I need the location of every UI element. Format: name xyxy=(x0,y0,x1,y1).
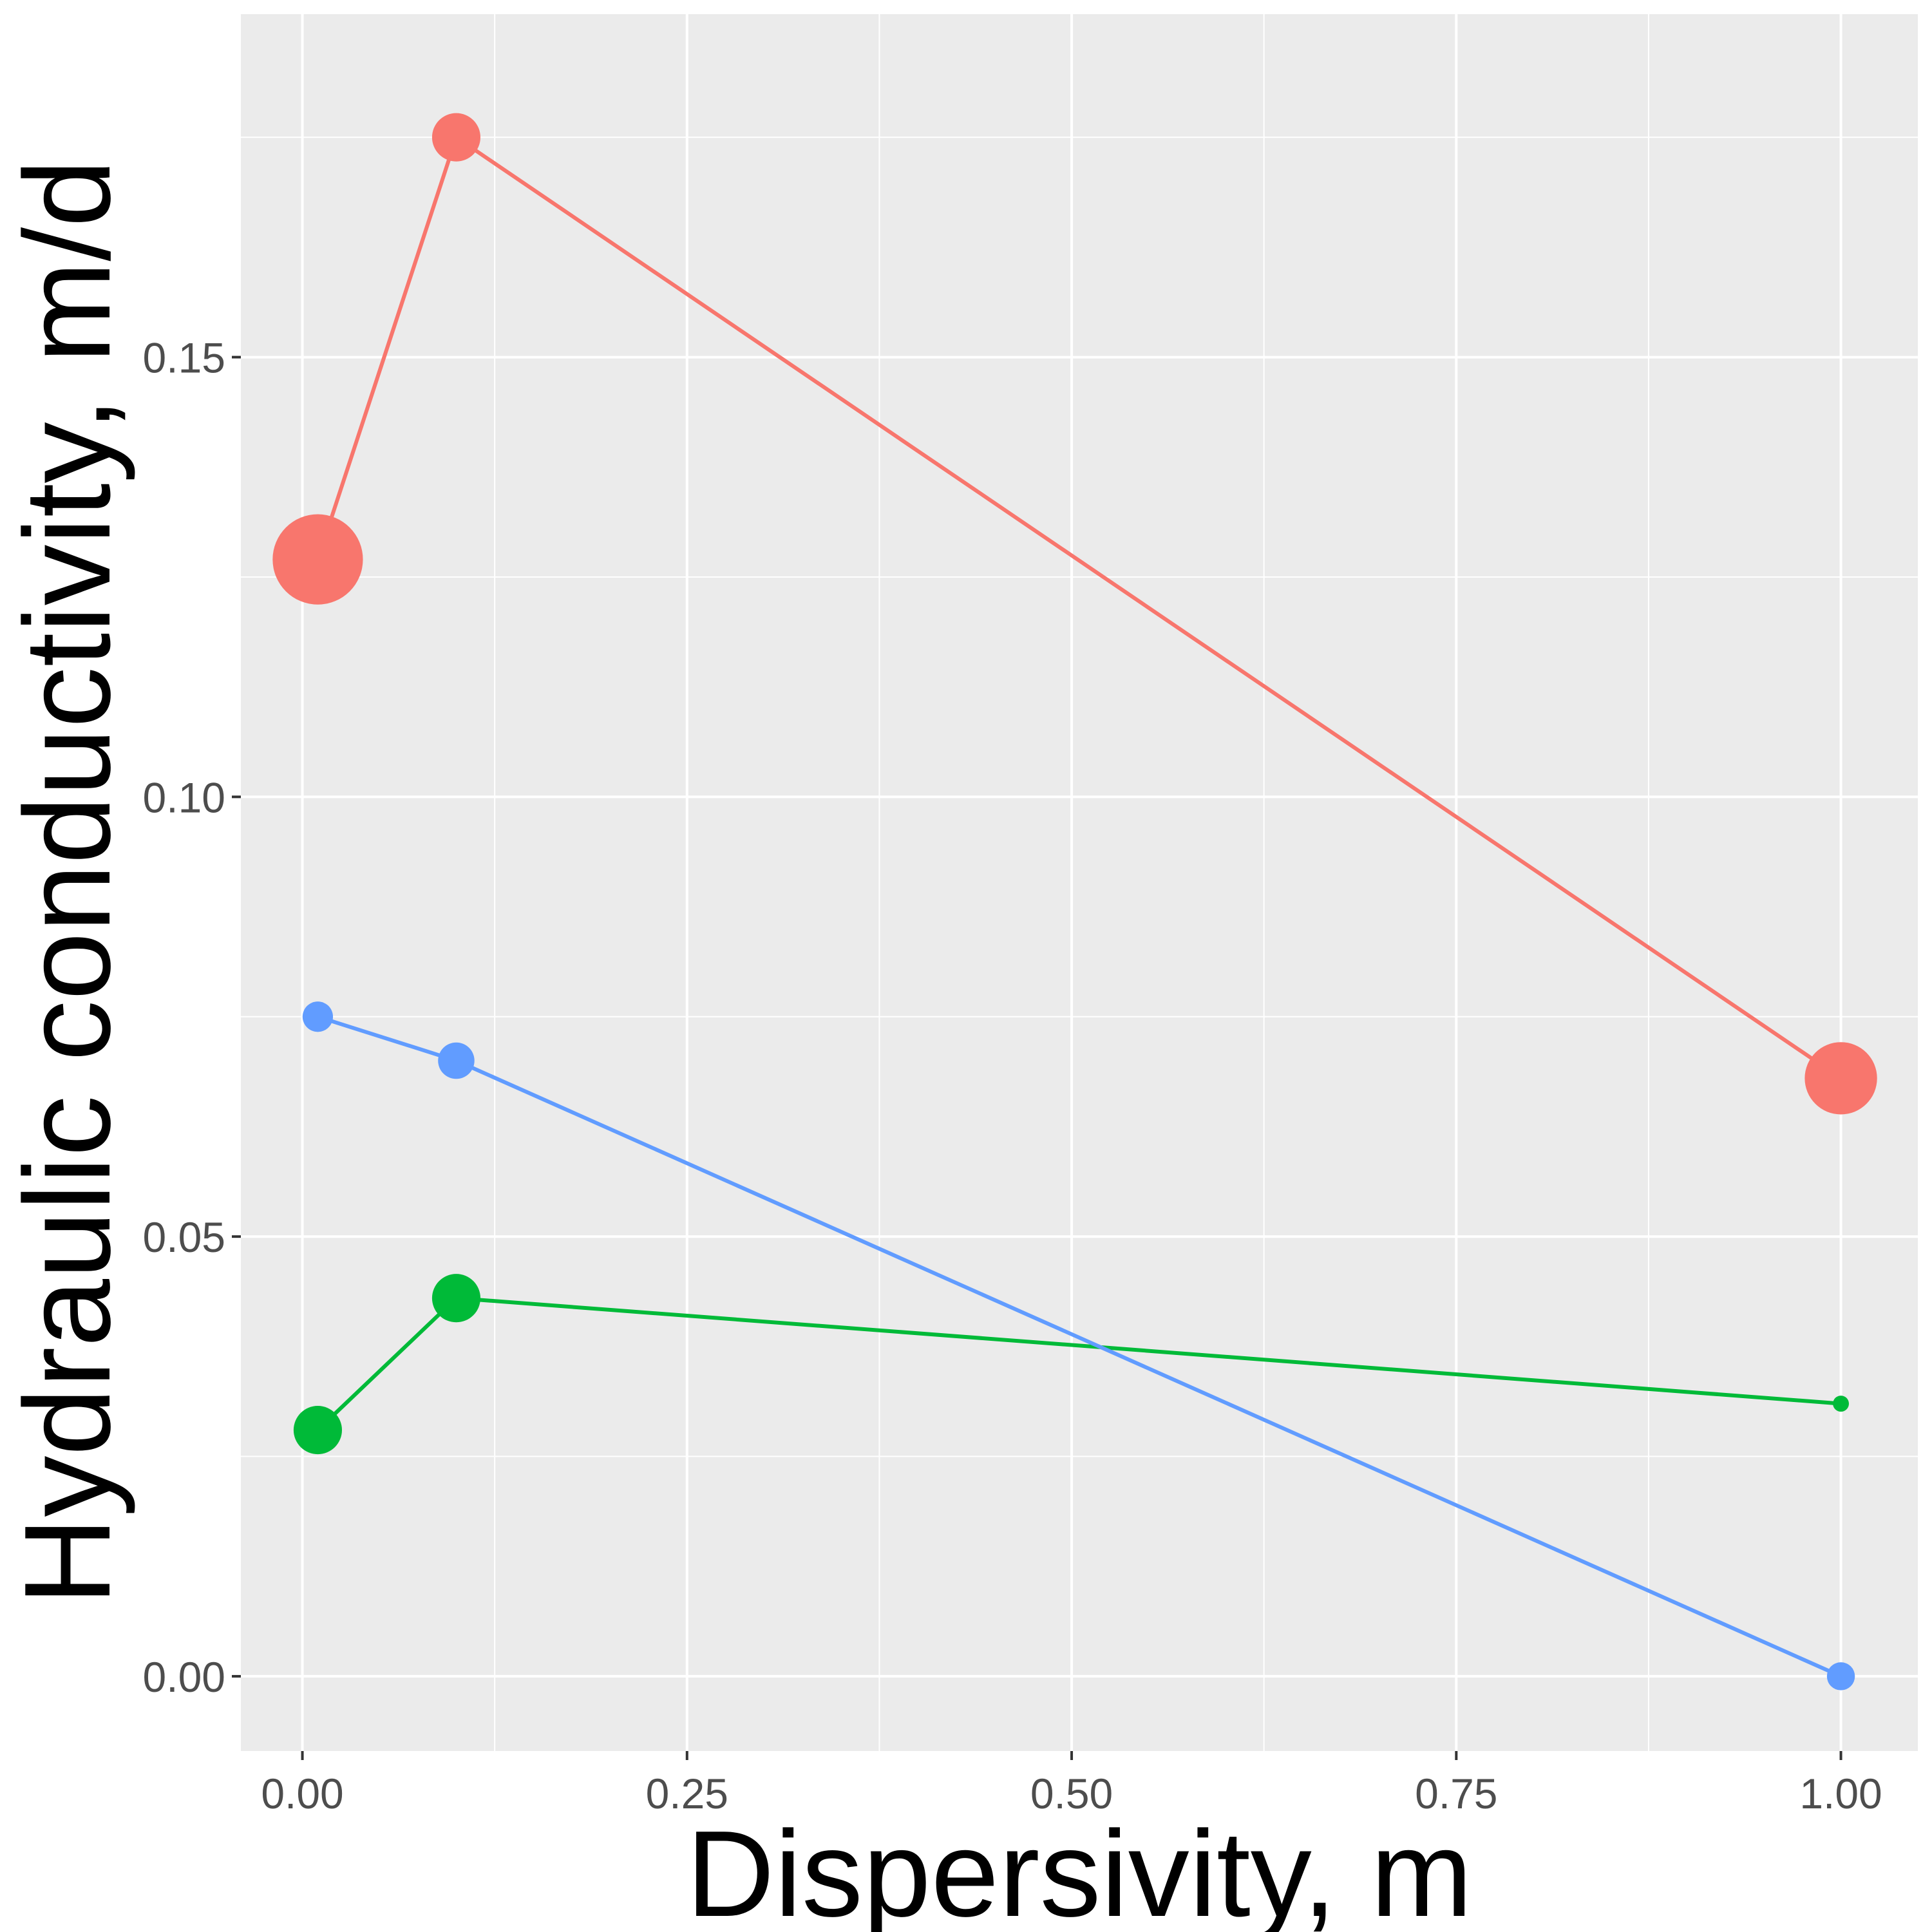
series-1-point-2 xyxy=(1833,1396,1849,1412)
x-tick-label: 0.75 xyxy=(1415,1770,1497,1817)
series-1-point-1 xyxy=(431,1274,481,1323)
grid-major xyxy=(241,14,1918,1751)
x-tick-label: 0.00 xyxy=(261,1770,343,1817)
y-tick-label: 0.05 xyxy=(143,1213,225,1261)
series-0-point-1 xyxy=(431,113,481,162)
y-tick-label: 0.15 xyxy=(143,334,225,382)
series-0-point-2 xyxy=(1804,1042,1877,1115)
series-0-point-0 xyxy=(272,514,363,605)
y-tick-label: 0.00 xyxy=(143,1653,225,1701)
y-axis: 0.00 0.05 0.10 0.15 xyxy=(143,334,241,1701)
series-2-point-1 xyxy=(438,1042,475,1079)
series-2-point-0 xyxy=(302,1001,334,1032)
series-1-point-0 xyxy=(293,1406,342,1455)
grid-minor xyxy=(241,14,1918,1751)
series-points xyxy=(272,113,1877,1690)
x-tick-label: 1.00 xyxy=(1799,1770,1882,1817)
series-2-point-2 xyxy=(1826,1662,1855,1690)
x-axis: 0.00 0.25 0.50 0.75 1.00 xyxy=(261,1751,1882,1817)
x-tick-label: 0.50 xyxy=(1030,1770,1113,1817)
panel-background xyxy=(241,14,1918,1751)
x-axis-title: Dispersivity, m xyxy=(687,1806,1473,1932)
x-tick-label: 0.25 xyxy=(646,1770,728,1817)
y-axis-title: Hydraulic conductivity, m/d xyxy=(0,159,136,1605)
y-tick-label: 0.10 xyxy=(143,773,225,821)
